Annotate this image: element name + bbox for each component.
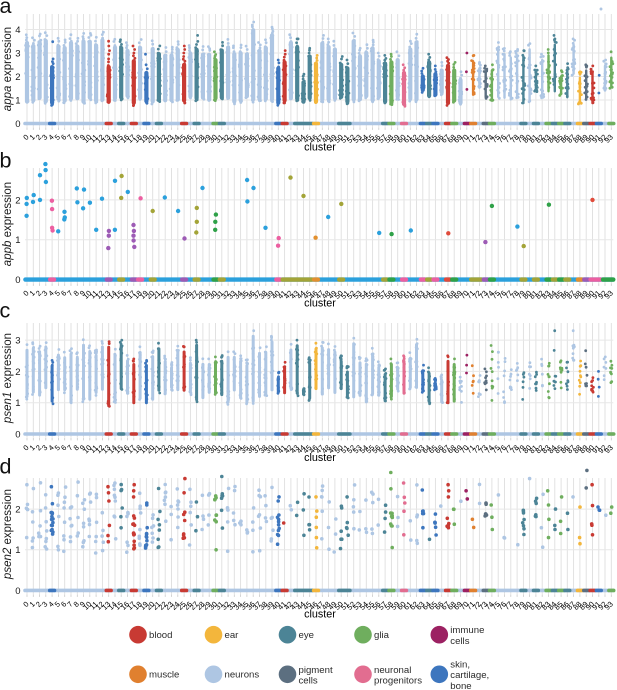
svg-text:skin,: skin, (450, 659, 470, 670)
svg-text:pigment: pigment (299, 665, 333, 676)
svg-text:2: 2 (34, 289, 43, 298)
svg-text:7: 7 (65, 443, 74, 452)
svg-text:11: 11 (88, 133, 100, 145)
svg-text:5: 5 (53, 443, 62, 452)
svg-text:1: 1 (28, 289, 37, 298)
svg-text:0: 0 (15, 429, 20, 440)
svg-text:5: 5 (53, 133, 62, 142)
svg-text:3: 3 (15, 48, 20, 59)
svg-text:c: c (0, 299, 11, 323)
svg-text:glia: glia (374, 630, 390, 641)
svg-text:cells: cells (299, 676, 318, 687)
svg-text:d: d (0, 455, 11, 479)
svg-text:6: 6 (59, 443, 68, 452)
svg-text:3: 3 (40, 600, 49, 609)
svg-text:0: 0 (21, 133, 30, 142)
svg-text:psen2 expression: psen2 expression (2, 489, 14, 580)
svg-text:neurons: neurons (225, 670, 260, 681)
svg-text:blood: blood (149, 630, 172, 641)
svg-text:8: 8 (72, 600, 81, 609)
svg-text:2: 2 (34, 133, 43, 142)
svg-text:b: b (0, 149, 12, 173)
svg-text:2: 2 (15, 505, 20, 516)
svg-text:7: 7 (65, 600, 74, 609)
svg-text:1: 1 (15, 545, 20, 556)
svg-text:muscle: muscle (149, 670, 179, 681)
svg-text:neuronal: neuronal (374, 665, 411, 676)
svg-text:8: 8 (72, 289, 81, 298)
svg-text:8: 8 (72, 133, 81, 142)
svg-text:0: 0 (15, 275, 20, 286)
svg-text:a: a (0, 0, 12, 18)
svg-text:cells: cells (450, 636, 469, 647)
svg-text:9: 9 (78, 600, 87, 609)
svg-text:11: 11 (88, 443, 100, 455)
svg-text:9: 9 (78, 133, 87, 142)
svg-text:4: 4 (46, 443, 55, 452)
svg-text:eye: eye (299, 630, 314, 641)
svg-text:2: 2 (15, 72, 20, 83)
svg-text:6: 6 (59, 289, 68, 298)
svg-text:2: 2 (34, 443, 43, 452)
svg-text:8: 8 (72, 443, 81, 452)
svg-text:3: 3 (40, 443, 49, 452)
svg-text:5: 5 (53, 600, 62, 609)
svg-text:cluster: cluster (304, 608, 336, 620)
svg-text:7: 7 (65, 133, 74, 142)
svg-text:progenitors: progenitors (374, 676, 422, 687)
svg-text:0: 0 (15, 119, 20, 130)
svg-text:3: 3 (15, 336, 20, 347)
svg-text:4: 4 (46, 600, 55, 609)
svg-text:11: 11 (88, 600, 100, 612)
svg-text:psen1 expression: psen1 expression (2, 333, 14, 424)
svg-text:0: 0 (15, 586, 20, 597)
svg-text:appa expression: appa expression (2, 27, 14, 111)
svg-text:2: 2 (34, 600, 43, 609)
svg-text:1: 1 (28, 600, 37, 609)
svg-text:5: 5 (53, 289, 62, 298)
svg-text:7: 7 (65, 289, 74, 298)
svg-text:0: 0 (21, 443, 30, 452)
svg-text:1: 1 (15, 235, 20, 246)
svg-text:11: 11 (88, 289, 100, 301)
svg-text:1: 1 (15, 95, 20, 106)
svg-text:cluster: cluster (304, 452, 336, 464)
svg-text:6: 6 (59, 133, 68, 142)
svg-text:0: 0 (21, 600, 30, 609)
svg-text:1: 1 (15, 398, 20, 409)
svg-text:2: 2 (15, 195, 20, 206)
svg-text:3: 3 (40, 133, 49, 142)
svg-text:9: 9 (78, 289, 87, 298)
svg-text:bone: bone (450, 681, 471, 690)
svg-text:6: 6 (59, 600, 68, 609)
svg-text:9: 9 (78, 443, 87, 452)
svg-text:4: 4 (15, 25, 20, 36)
svg-text:cluster: cluster (304, 297, 336, 309)
svg-text:0: 0 (21, 289, 30, 298)
svg-text:1: 1 (28, 133, 37, 142)
svg-text:3: 3 (40, 289, 49, 298)
svg-text:4: 4 (46, 133, 55, 142)
svg-text:ear: ear (225, 630, 240, 641)
svg-text:cartilage,: cartilage, (450, 670, 489, 681)
svg-text:cluster: cluster (304, 141, 336, 153)
svg-text:immune: immune (450, 625, 484, 636)
svg-text:4: 4 (46, 289, 55, 298)
svg-text:1: 1 (28, 443, 37, 452)
svg-text:appb expression: appb expression (2, 182, 14, 266)
svg-text:2: 2 (15, 367, 20, 378)
